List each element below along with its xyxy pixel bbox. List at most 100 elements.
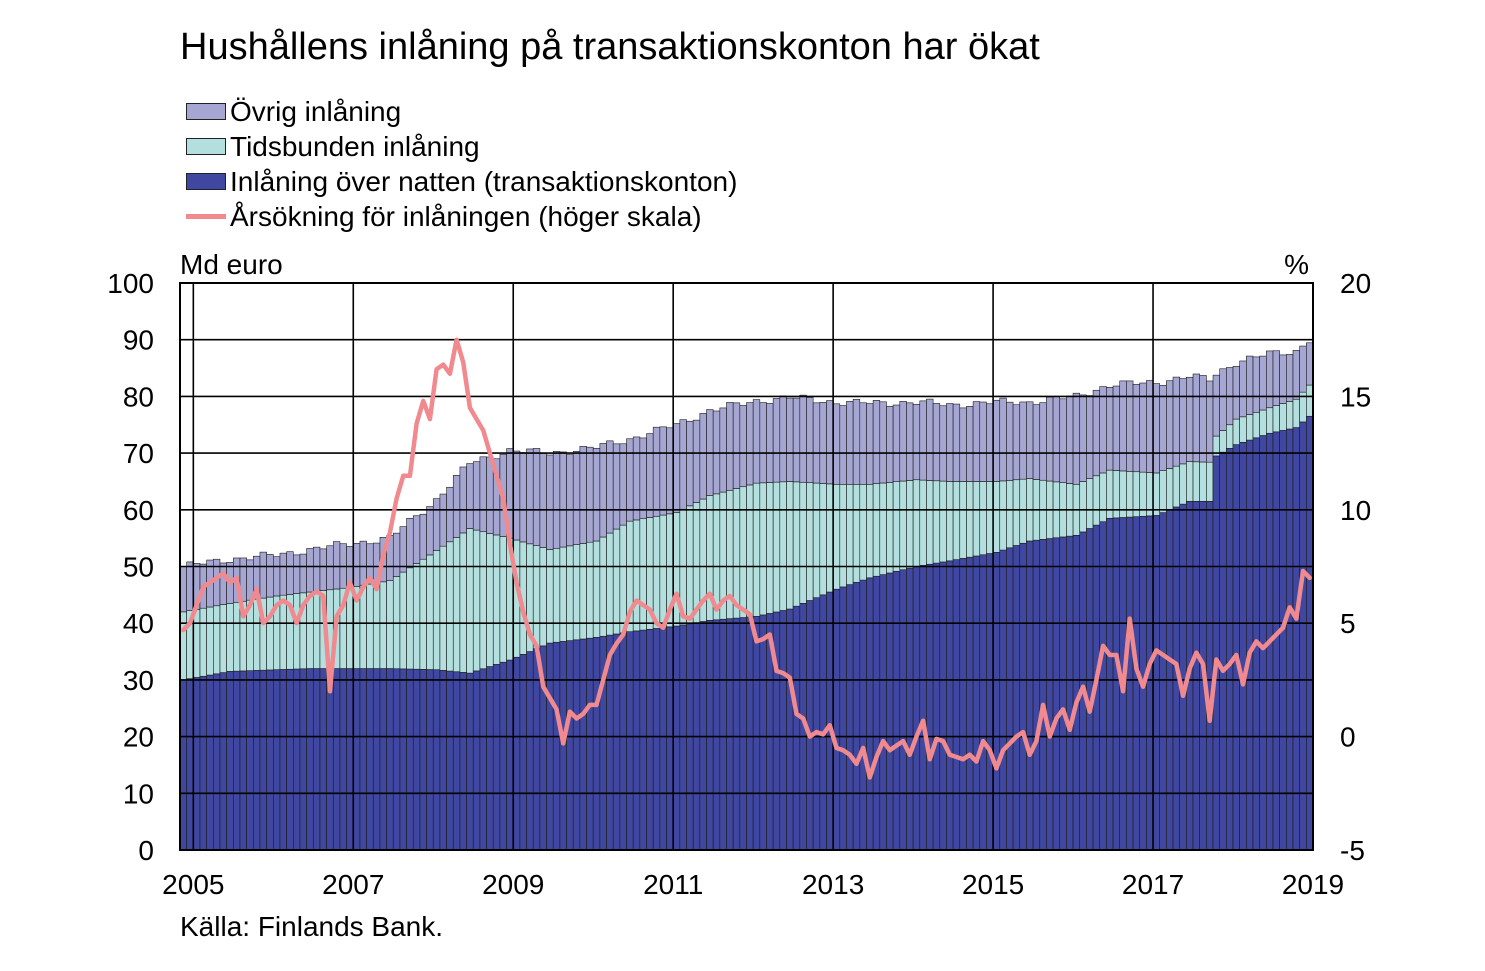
x-axis-tick-label: 2017	[1122, 869, 1184, 900]
right-axis-tick-label: -5	[1340, 835, 1365, 866]
bar-overnight	[826, 591, 834, 851]
bar-time-deposit	[606, 532, 614, 636]
bar-other	[932, 403, 941, 482]
bar-time-deposit	[819, 483, 827, 596]
x-axis-tick-label: 2009	[482, 869, 544, 900]
bar-time-deposit	[1279, 403, 1287, 431]
bar-overnight	[1286, 428, 1294, 851]
bar-other	[679, 419, 687, 510]
bar-other	[946, 403, 954, 482]
bar-other	[766, 403, 774, 483]
bar-time-deposit	[986, 481, 994, 554]
bar-other	[1112, 385, 1121, 471]
bar-overnight	[999, 549, 1007, 851]
bar-other	[292, 554, 301, 594]
left-axis-tick-label: 30	[123, 665, 154, 696]
bar-other	[792, 397, 801, 483]
bar-other	[572, 450, 581, 545]
bar-other	[966, 406, 974, 482]
bar-overnight	[819, 594, 827, 851]
bar-overnight	[526, 651, 534, 851]
bar-other	[866, 403, 874, 485]
bar-time-deposit	[1266, 407, 1274, 434]
bar-overnight	[1279, 430, 1287, 851]
bar-other	[1039, 402, 1047, 481]
bar-other	[1246, 355, 1254, 415]
bar-other	[552, 451, 561, 549]
bar-other	[1119, 380, 1127, 472]
legend-item-ovrig: Övrig inlåning	[186, 94, 737, 129]
bar-overnight	[619, 632, 627, 851]
bar-time-deposit	[899, 480, 907, 571]
bar-time-deposit	[766, 482, 774, 614]
legend-item-tidsbunden: Tidsbunden inlåning	[186, 129, 737, 164]
bar-overnight	[972, 555, 981, 851]
bar-time-deposit	[946, 481, 954, 562]
bar-overnight	[939, 561, 947, 851]
bar-other	[819, 402, 827, 484]
bar-other	[546, 454, 554, 550]
bar-overnight	[812, 597, 821, 851]
bar-other	[392, 532, 401, 577]
bar-overnight	[859, 579, 867, 851]
bar-time-deposit	[926, 480, 934, 565]
bar-time-deposit	[959, 481, 967, 559]
bar-other	[872, 400, 881, 484]
bar-overnight	[193, 677, 201, 851]
left-axis-tick-label: 50	[123, 552, 154, 583]
bar-overnight	[992, 552, 1001, 851]
bar-other	[826, 400, 834, 485]
bar-other	[452, 475, 461, 538]
bar-overnight	[1012, 545, 1021, 851]
bar-overnight	[1219, 451, 1227, 851]
bar-overnight	[752, 616, 761, 851]
bar-time-deposit	[779, 481, 787, 611]
bar-other	[306, 548, 314, 593]
bar-overnight	[352, 668, 361, 851]
bar-other	[1186, 376, 1194, 462]
bar-other	[692, 419, 701, 503]
bar-time-deposit	[419, 558, 427, 670]
bar-time-deposit	[1239, 416, 1247, 443]
bar-time-deposit	[832, 483, 841, 590]
bar-overnight	[432, 669, 441, 851]
bar-overnight	[1206, 500, 1214, 851]
bar-time-deposit	[979, 481, 987, 556]
bar-overnight	[499, 661, 507, 851]
bar-other	[259, 551, 267, 599]
bar-time-deposit	[479, 531, 487, 670]
bar-other	[912, 403, 921, 481]
bar-other	[352, 543, 361, 587]
bar-other	[326, 545, 334, 591]
bar-other	[519, 452, 527, 543]
bar-time-deposit	[472, 529, 481, 672]
bar-time-deposit	[812, 482, 821, 598]
bar-other	[566, 454, 574, 547]
bar-time-deposit	[686, 505, 694, 625]
bar-time-deposit	[866, 483, 874, 579]
bar-overnight	[253, 670, 261, 851]
bar-other	[986, 403, 994, 482]
bar-other	[666, 427, 674, 515]
bar-other	[219, 562, 227, 605]
bar-other	[1272, 350, 1280, 406]
bar-overnight	[832, 588, 841, 851]
bar-overnight	[312, 668, 321, 851]
bar-other	[659, 426, 667, 516]
bar-time-deposit	[579, 543, 587, 640]
bar-overnight	[246, 670, 254, 851]
bar-other	[1292, 350, 1300, 400]
bar-other	[752, 399, 761, 484]
bar-overnight	[786, 608, 794, 851]
bar-other	[446, 486, 454, 543]
bar-time-deposit	[879, 482, 887, 575]
bar-other	[726, 402, 734, 491]
x-axis-tick-label: 2013	[802, 869, 864, 900]
bar-other	[599, 443, 607, 538]
bar-time-deposit	[426, 554, 434, 670]
bar-other	[286, 551, 294, 595]
bar-time-deposit	[839, 483, 847, 588]
bar-time-deposit	[952, 481, 961, 560]
bar-other	[632, 436, 641, 521]
bar-other	[1046, 396, 1054, 482]
